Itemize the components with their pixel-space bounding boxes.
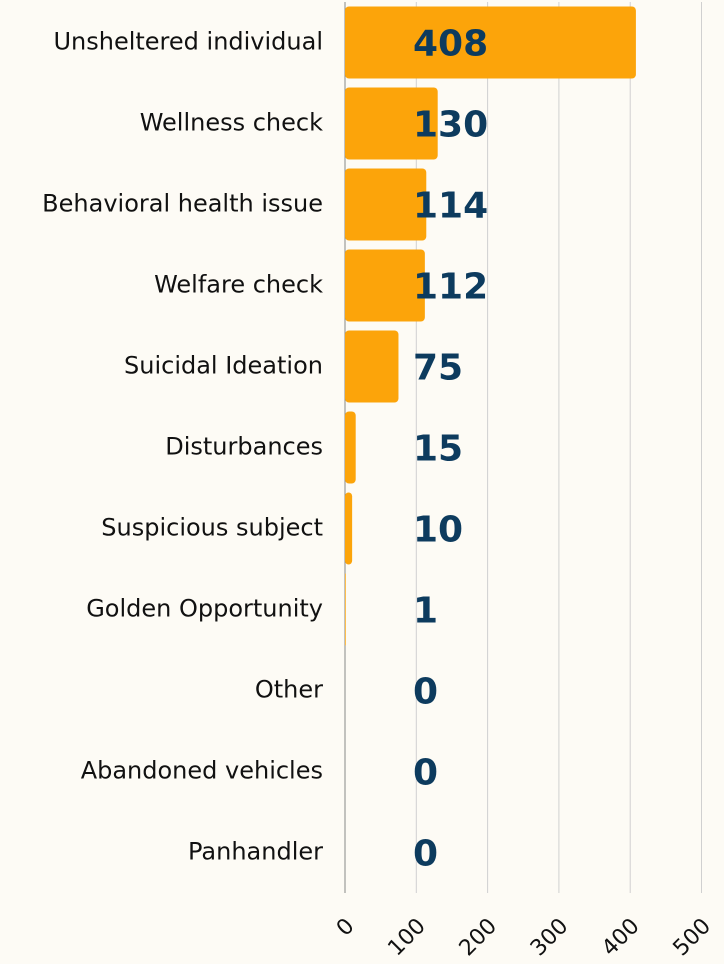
y-tick-label: Disturbances xyxy=(165,433,323,461)
value-label: 75 xyxy=(413,348,463,389)
y-tick-label: Behavioral health issue xyxy=(42,190,323,218)
x-tick-label: 400 xyxy=(597,914,644,961)
y-tick-label: Golden Opportunity xyxy=(86,595,323,623)
value-label: 10 xyxy=(413,510,463,551)
y-tick-label: Abandoned vehicles xyxy=(81,757,323,785)
bar xyxy=(345,168,427,241)
bar xyxy=(345,573,346,646)
value-label: 15 xyxy=(413,429,463,470)
value-label: 0 xyxy=(413,672,438,713)
y-tick-label: Unsheltered individual xyxy=(53,28,323,56)
value-label: 130 xyxy=(413,105,488,146)
x-tick-label: 0 xyxy=(332,914,360,942)
y-tick-label: Other xyxy=(255,676,323,704)
value-label: 112 xyxy=(413,267,488,308)
x-tick-label: 300 xyxy=(526,914,573,961)
value-label: 1 xyxy=(413,591,438,632)
bar xyxy=(345,330,399,403)
y-tick-label: Suicidal Ideation xyxy=(124,352,323,380)
bar xyxy=(345,87,438,160)
x-tick-label: 500 xyxy=(669,914,716,961)
y-tick-label: Panhandler xyxy=(188,838,323,866)
y-tick-label: Wellness check xyxy=(140,109,323,137)
value-label: 0 xyxy=(413,834,438,875)
x-tick-label: 100 xyxy=(383,914,430,961)
value-label: 114 xyxy=(413,186,488,227)
value-label: 0 xyxy=(413,753,438,794)
bar xyxy=(345,249,425,322)
y-tick-label: Welfare check xyxy=(154,271,323,299)
y-tick-label: Suspicious subject xyxy=(101,514,323,542)
bar xyxy=(345,6,636,79)
value-label: 408 xyxy=(413,24,488,65)
bar xyxy=(345,492,353,565)
bar xyxy=(345,411,356,484)
x-tick-label: 200 xyxy=(455,914,502,961)
